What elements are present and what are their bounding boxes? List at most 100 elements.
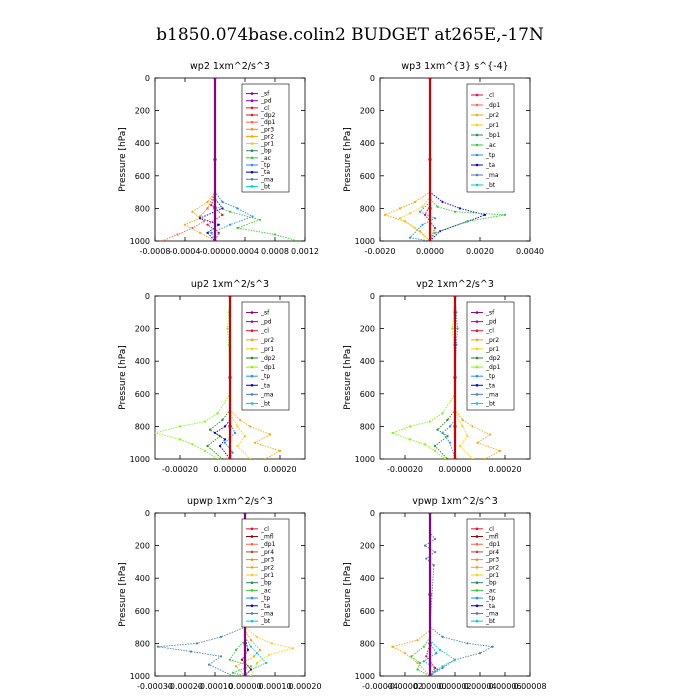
- series-point: [206, 200, 209, 203]
- legend-marker: [475, 103, 479, 107]
- legend-marker: [475, 311, 479, 314]
- legend-marker: [475, 566, 479, 569]
- legend-label: _pr2: [485, 564, 499, 571]
- series-point: [221, 200, 224, 203]
- y-axis-label: Pressure [hPa]: [343, 345, 353, 410]
- series-point: [438, 230, 442, 233]
- series-point: [246, 648, 250, 652]
- x-tick-label: -0.00020: [387, 465, 423, 474]
- series-point: [219, 635, 223, 639]
- series-point: [278, 449, 282, 452]
- series-point: [498, 449, 502, 452]
- series-point: [441, 412, 444, 415]
- series-point: [228, 375, 232, 380]
- series-line: [183, 78, 216, 241]
- plot-frame: [154, 77, 306, 242]
- series-line: [229, 296, 282, 459]
- panel-title: wp3 1xm^{3} s^{-4}: [401, 61, 508, 72]
- series-point: [448, 425, 452, 428]
- y-axis-label: Pressure [hPa]: [343, 562, 353, 627]
- series-point: [416, 661, 419, 665]
- series-point: [231, 674, 235, 676]
- series-point: [458, 444, 462, 448]
- figure-title: b1850.074base.colin2 BUDGET at265E,-17N: [156, 25, 544, 45]
- legend-marker: [475, 113, 479, 117]
- series-point: [398, 217, 402, 220]
- series-point: [216, 457, 219, 459]
- legend-marker: [250, 149, 254, 153]
- series-point: [428, 420, 432, 423]
- series-point: [203, 449, 207, 452]
- legend-label: _ta: [260, 169, 270, 176]
- series-point: [249, 639, 253, 642]
- series-point: [413, 226, 417, 230]
- legend-marker: [250, 402, 254, 405]
- legend-marker: [250, 177, 254, 181]
- series-point: [466, 220, 469, 223]
- series-point: [433, 231, 437, 234]
- series-line: [454, 296, 502, 459]
- y-tick-label: 0: [145, 509, 150, 518]
- x-tick-label: 0.00020: [488, 465, 521, 474]
- legend-marker: [250, 365, 254, 369]
- series-point: [248, 457, 252, 459]
- series-point: [156, 645, 160, 648]
- y-tick-label: 400: [360, 574, 375, 583]
- legend-label: _tp: [485, 373, 495, 380]
- legend-marker: [475, 393, 479, 396]
- legend-label: _pr3: [485, 557, 499, 564]
- series-point: [428, 674, 432, 676]
- legend-marker: [475, 143, 479, 147]
- x-tick-label: 0.00020: [263, 465, 296, 474]
- legend-label: _pr2: [485, 337, 499, 344]
- series-point: [488, 433, 492, 436]
- legend-label: _ac: [260, 155, 271, 162]
- y-tick-label: 1000: [130, 237, 150, 246]
- legend-marker: [475, 347, 479, 351]
- legend-label: _dp2: [485, 355, 501, 362]
- legend-marker: [250, 558, 254, 561]
- series-point: [403, 652, 407, 655]
- series-point: [228, 424, 232, 428]
- series-line: [244, 513, 294, 676]
- series-point: [453, 296, 457, 298]
- x-tick-label: -0.00002: [387, 682, 423, 691]
- series-point: [471, 425, 474, 428]
- legend-marker: [250, 393, 254, 396]
- series-point: [383, 213, 387, 216]
- x-tick-label: 0.00020: [288, 682, 321, 691]
- legend-label: _mfl: [485, 534, 499, 541]
- series-line: [410, 513, 431, 676]
- legend-marker: [250, 542, 254, 546]
- legend-marker: [475, 619, 479, 623]
- series-point: [391, 431, 394, 434]
- series-point: [183, 223, 187, 226]
- series-point: [461, 418, 464, 421]
- y-tick-label: 800: [135, 422, 150, 431]
- series-point: [418, 210, 422, 213]
- series-point: [221, 207, 224, 210]
- x-tick-label: 0.00006: [488, 682, 521, 691]
- series-point: [433, 444, 437, 448]
- y-axis-label: Pressure [hPa]: [118, 562, 128, 627]
- legend-marker: [250, 142, 254, 145]
- legend-label: _ta: [485, 603, 495, 610]
- legend-marker: [475, 93, 479, 97]
- series-point: [255, 661, 259, 665]
- series-point: [236, 444, 239, 448]
- legend-box: [466, 301, 515, 411]
- series-point: [421, 223, 424, 226]
- series-point: [195, 642, 199, 645]
- panel-title: up2 1xm^2/s^3: [191, 279, 269, 290]
- y-tick-label: 400: [360, 357, 375, 366]
- series-point: [213, 431, 217, 434]
- legend-marker: [475, 356, 479, 360]
- series-point: [503, 213, 507, 216]
- legend-marker: [475, 542, 479, 546]
- legend-label: _sf: [260, 91, 270, 98]
- series-point: [161, 239, 164, 241]
- series-group: [161, 78, 299, 241]
- legend-marker: [475, 589, 479, 592]
- series-point: [451, 327, 454, 330]
